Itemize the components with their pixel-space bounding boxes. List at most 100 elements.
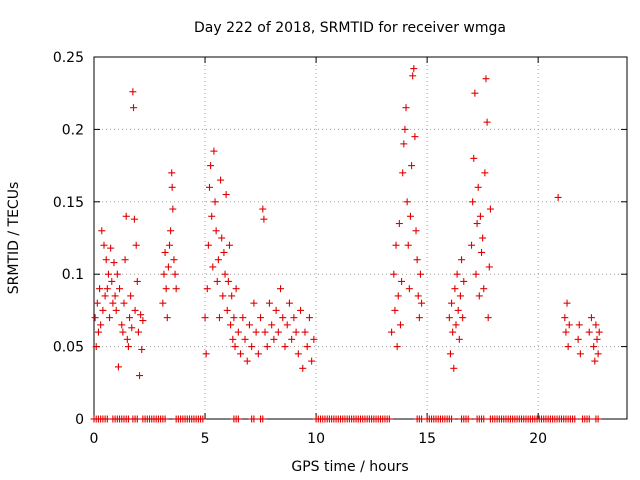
data-point [446, 350, 454, 358]
data-point [119, 328, 127, 336]
data-point [169, 205, 177, 213]
data-point [218, 234, 226, 242]
data-point [259, 205, 267, 213]
data-point [106, 314, 114, 322]
data-point [210, 147, 218, 155]
data-point [261, 328, 269, 336]
data-point [585, 328, 593, 336]
data-point [481, 169, 489, 177]
data-point [392, 241, 400, 249]
data-point [474, 183, 482, 191]
data-point [468, 241, 476, 249]
data-point [283, 321, 291, 329]
data-point [272, 306, 280, 314]
data-point [591, 357, 599, 365]
data-point [260, 215, 268, 223]
data-point [168, 183, 176, 191]
data-point [297, 306, 305, 314]
data-point [394, 292, 402, 300]
data-point [453, 270, 461, 278]
data-point [406, 212, 414, 220]
data-point [485, 263, 493, 271]
data-point [450, 364, 458, 372]
data-point [480, 415, 488, 423]
data-point [159, 299, 167, 307]
data-point [215, 314, 223, 322]
data-point [161, 248, 169, 256]
data-point [257, 314, 265, 322]
data-point [134, 328, 142, 336]
data-point [478, 248, 486, 256]
x-tick-label: 5 [201, 431, 210, 447]
data-point [234, 328, 242, 336]
data-point [554, 193, 562, 201]
data-point [172, 285, 180, 293]
data-point [237, 350, 245, 358]
y-tick-label: 0.15 [53, 195, 84, 211]
data-point [111, 292, 119, 300]
data-point [220, 248, 228, 256]
data-point [209, 263, 217, 271]
y-tick-label: 0.05 [53, 340, 84, 356]
data-point [171, 270, 179, 278]
data-point [471, 89, 479, 97]
data-point [593, 335, 601, 343]
data-point [479, 234, 487, 242]
data-point [199, 415, 207, 423]
data-point [263, 343, 271, 351]
grid-lines [94, 57, 627, 419]
data-point [229, 335, 237, 343]
data-point [299, 364, 307, 372]
data-point [112, 306, 120, 314]
data-point [138, 345, 146, 353]
data-point [160, 270, 168, 278]
data-point [288, 335, 296, 343]
data-point [403, 198, 411, 206]
x-axis-label: GPS time / hours [291, 459, 408, 475]
data-point [231, 343, 239, 351]
y-tick-label: 0 [75, 412, 84, 428]
data-point [562, 328, 570, 336]
data-point [107, 244, 115, 252]
data-point [127, 292, 135, 300]
data-point [416, 270, 424, 278]
data-point [410, 65, 418, 73]
data-point [459, 314, 467, 322]
data-point [574, 335, 582, 343]
data-point [473, 220, 481, 228]
data-point [100, 241, 108, 249]
x-tick-label: 10 [307, 431, 325, 447]
data-point [166, 241, 174, 249]
y-tick-label: 0.25 [53, 50, 84, 66]
data-point [388, 328, 396, 336]
data-point [252, 328, 260, 336]
data-point [413, 256, 421, 264]
data-point [203, 285, 211, 293]
data-point [223, 306, 231, 314]
data-point [114, 363, 122, 371]
data-point [476, 212, 484, 220]
data-point [224, 277, 232, 285]
data-point [268, 321, 276, 329]
data-point [270, 335, 278, 343]
data-point [484, 314, 492, 322]
data-point [93, 299, 101, 307]
data-point [212, 227, 220, 235]
data-point [207, 162, 215, 170]
data-point [305, 314, 313, 322]
data-point [292, 328, 300, 336]
data-point [201, 314, 209, 322]
data-point [565, 321, 573, 329]
data-point [163, 314, 171, 322]
data-point [464, 415, 472, 423]
data-point [456, 292, 464, 300]
data-point [116, 285, 124, 293]
data-point [96, 285, 104, 293]
data-point [303, 343, 311, 351]
data-point [594, 415, 602, 423]
data-point [91, 314, 99, 322]
data-point [221, 270, 229, 278]
data-point [564, 343, 572, 351]
data-point [250, 415, 258, 423]
